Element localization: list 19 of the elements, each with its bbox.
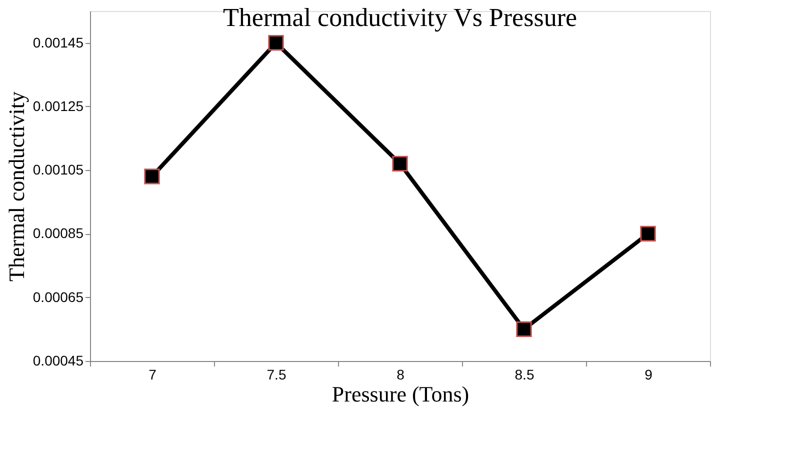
point: [392, 156, 408, 172]
y-tick-label: 0.00065: [32, 288, 84, 305]
x-tick-label: 9: [644, 366, 653, 382]
y-tick-label: 0.00105: [32, 162, 84, 178]
y-tick-label: 0.00125: [32, 98, 84, 114]
point: [640, 226, 656, 242]
y-tick-label: 0.00145: [32, 34, 84, 50]
x-axis-title: Pressure (Tons): [332, 382, 470, 406]
y-tick-label: 0.00045: [32, 352, 84, 368]
point: [516, 321, 532, 338]
x-tick-label: 7: [148, 366, 157, 382]
y-tick-label: 0.00085: [32, 225, 84, 242]
x-tick-label: 7.5: [266, 366, 286, 382]
x-tick-label: 8: [396, 366, 405, 382]
x-tick-label: 8.5: [514, 366, 534, 382]
point: [144, 168, 160, 184]
point: [268, 34, 284, 51]
chart-title: Thermal conductivity Vs Pressure: [222, 3, 578, 32]
y-axis-title: Thermal conductivity: [4, 92, 29, 282]
